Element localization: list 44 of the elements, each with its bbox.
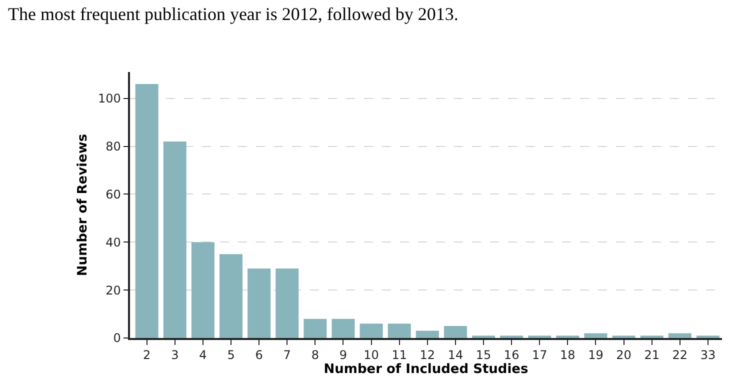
x-tick-label: 18 <box>560 348 576 362</box>
x-axis-title: Number of Included Studies <box>324 362 528 378</box>
y-tick-label: 100 <box>98 92 121 106</box>
y-axis-title: Number of Reviews <box>75 134 90 276</box>
y-tick-label: 0 <box>113 331 121 346</box>
x-tick-label: 10 <box>364 348 379 362</box>
x-tick-label: 2 <box>143 348 151 362</box>
bar <box>360 324 383 338</box>
bar <box>444 326 467 338</box>
x-tick-label: 3 <box>171 348 179 362</box>
bar <box>191 242 214 338</box>
x-tick-label: 5 <box>227 348 235 362</box>
bar <box>276 268 299 338</box>
x-tick-label: 6 <box>255 348 263 362</box>
x-tick-label: 19 <box>588 348 604 362</box>
x-tick-label: 11 <box>392 348 407 362</box>
bar <box>220 254 243 338</box>
x-tick-label: 14 <box>448 348 464 362</box>
x-tick-label: 21 <box>644 348 660 362</box>
x-tick-label: 17 <box>532 348 548 362</box>
bar <box>668 333 692 338</box>
bar <box>248 268 271 338</box>
x-tick-label: 7 <box>283 348 291 362</box>
y-tick-label: 80 <box>106 139 121 154</box>
x-tick-label: 4 <box>199 348 207 362</box>
y-tick-label: 60 <box>106 187 121 202</box>
x-tick-label: 9 <box>339 348 348 362</box>
y-tick-label: 40 <box>106 235 121 250</box>
bar <box>304 318 327 338</box>
x-tick-label: 33 <box>700 348 716 362</box>
x-tick-label: 12 <box>420 348 436 362</box>
x-tick-label: 20 <box>616 348 632 362</box>
bar <box>416 330 439 338</box>
x-tick-label: 22 <box>672 348 688 362</box>
x-tick-label: 8 <box>311 348 319 362</box>
bar <box>163 142 186 338</box>
x-tick-label: 16 <box>504 348 520 362</box>
x-tick-label: 15 <box>476 348 492 362</box>
bar <box>332 318 355 338</box>
text: The most frequent publication year is 2012, followed by 2013. <box>8 4 458 24</box>
bar <box>584 333 608 338</box>
bar <box>135 84 158 338</box>
bar <box>388 324 411 338</box>
y-tick-label: 20 <box>106 283 121 298</box>
